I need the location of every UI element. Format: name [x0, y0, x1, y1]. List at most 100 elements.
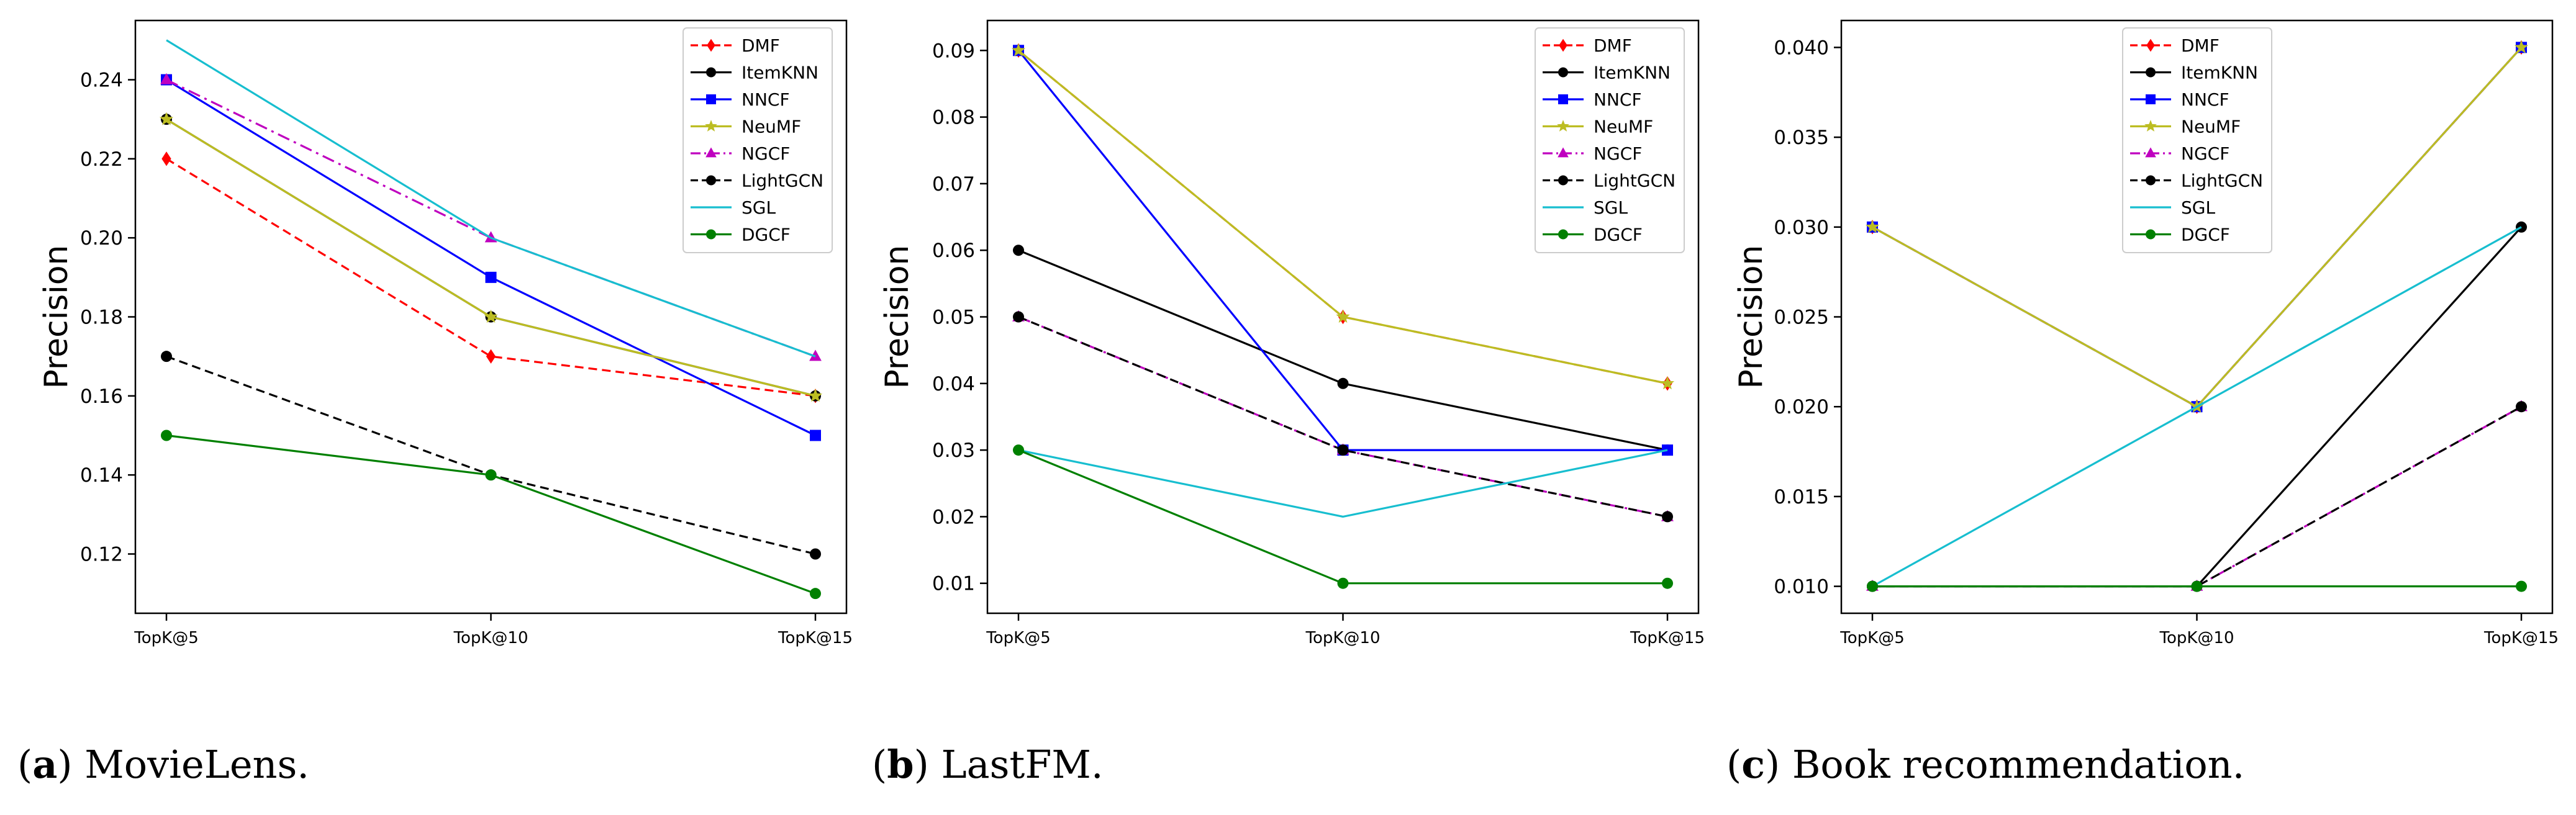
- y-tick-label: 0.035: [1774, 127, 1829, 149]
- legend-label: DMF: [1594, 35, 1632, 56]
- series-ngcf: [1012, 310, 1674, 521]
- data-point: [486, 349, 496, 364]
- caption-b-label: b: [887, 742, 914, 787]
- series-line: [1018, 316, 1668, 518]
- series-line: [166, 39, 816, 358]
- caption-a-label: a: [32, 742, 58, 787]
- y-axis-label: Precision: [38, 245, 75, 389]
- legend-label: NNCF: [2181, 89, 2229, 110]
- series-ngcf: [1866, 400, 2528, 591]
- series-lightgcn: [1867, 401, 2527, 592]
- legend-label: NGCF: [742, 143, 790, 164]
- legend-label: SGL: [2181, 197, 2215, 218]
- legend-marker: [2146, 175, 2156, 186]
- series-line: [166, 355, 816, 556]
- legend-marker: [2146, 94, 2156, 104]
- data-point: [810, 430, 821, 441]
- legend-label: DMF: [742, 35, 780, 56]
- legend-marker: [2145, 147, 2156, 158]
- legend-marker: [706, 229, 716, 240]
- data-point: [810, 548, 821, 560]
- x-tick-label: TopK@5: [134, 629, 198, 647]
- series-line: [166, 434, 816, 595]
- y-tick-label: 0.030: [1774, 217, 1829, 239]
- series-dgcf: [1867, 580, 2527, 592]
- y-axis-label: Precision: [1733, 245, 1770, 389]
- data-point: [160, 73, 173, 84]
- legend-marker: [1557, 120, 1569, 132]
- y-tick-label: 0.01: [932, 573, 975, 595]
- data-point: [809, 349, 822, 361]
- data-point: [2516, 401, 2527, 413]
- x-tick-label: TopK@15: [778, 629, 853, 647]
- data-point: [2191, 580, 2203, 592]
- y-tick-label: 0.20: [80, 227, 123, 250]
- caption-c: (c) Book recommendation.: [1726, 742, 2245, 787]
- x-tick-label: TopK@10: [2159, 629, 2234, 647]
- y-tick-label: 0.025: [1774, 307, 1829, 329]
- legend-marker: [705, 120, 717, 132]
- series-lightgcn: [1013, 311, 1673, 523]
- data-point: [1662, 511, 1673, 523]
- legend-label: DGCF: [2181, 225, 2230, 245]
- legend-label: NGCF: [1594, 143, 1642, 164]
- y-tick-label: 0.16: [80, 385, 123, 408]
- series-line: [1018, 316, 1668, 518]
- data-point: [810, 588, 821, 600]
- data-point: [161, 430, 172, 441]
- series-sgl: [1872, 226, 2522, 587]
- legend-label: ItemKNN: [2181, 63, 2258, 83]
- legend-marker: [705, 147, 717, 158]
- legend-label: NNCF: [1594, 89, 1642, 110]
- x-tick-label: TopK@10: [453, 629, 528, 647]
- chart-1: 0.12 0.14 0.16 0.18 0.20 0.22 0.24 TopK@5 TopK@1…: [38, 19, 853, 647]
- x-tick-label: TopK@10: [1305, 629, 1380, 647]
- legend-frame: [2122, 27, 2272, 253]
- chart-2: 0.01 0.02 0.03 0.04 0.05 0.06 0.07 0.08 0.09 TopK…: [879, 19, 1705, 647]
- legend-marker: [706, 94, 716, 104]
- data-point: [1336, 309, 1350, 323]
- series-line: [1018, 249, 1668, 451]
- legend-label: LightGCN: [2181, 171, 2263, 191]
- legend-frame: [683, 27, 833, 253]
- legend-marker: [2146, 229, 2156, 240]
- series-line: [1872, 405, 2522, 588]
- legend-marker: [1559, 38, 1567, 52]
- series-line: [1872, 405, 2522, 588]
- legend-label: ItemKNN: [1594, 63, 1671, 83]
- data-point: [485, 271, 497, 283]
- legend-marker: [2144, 120, 2157, 132]
- y-tick-label: 0.05: [932, 307, 975, 329]
- y-tick-label: 0.22: [80, 148, 123, 171]
- legend-marker: [2146, 38, 2155, 52]
- data-point: [1865, 220, 1880, 233]
- y-tick-label: 0.015: [1774, 486, 1829, 508]
- caption-b: (b) LastFM.: [872, 742, 1104, 787]
- y-tick-label: 0.04: [932, 373, 975, 395]
- data-point: [161, 151, 171, 166]
- data-point: [1337, 444, 1349, 456]
- y-tick-label: 0.14: [80, 464, 123, 487]
- legend: DMF ItemKNN NNCF NeuMF NGCF LightGCN SGL DGCF: [683, 27, 833, 253]
- series-sgl: [1018, 449, 1668, 518]
- x-tick-label: TopK@5: [1839, 629, 1904, 647]
- legend-label: NGCF: [2181, 143, 2229, 164]
- legend-label: NNCF: [742, 89, 790, 110]
- y-axis-label: Precision: [879, 245, 916, 389]
- data-point: [808, 389, 823, 402]
- y-tick-label: 0.24: [80, 70, 123, 92]
- caption-c-label: c: [1741, 742, 1765, 787]
- x-tick-label: TopK@15: [2483, 629, 2559, 647]
- y-tick-label: 0.09: [932, 40, 975, 62]
- y-tick-label: 0.18: [80, 307, 123, 329]
- data-point: [1013, 444, 1024, 456]
- caption-b-text: LastFM.: [941, 742, 1104, 787]
- y-tick-label: 0.12: [80, 544, 123, 566]
- legend-marker: [2146, 67, 2156, 78]
- legend-marker: [1558, 175, 1568, 186]
- series-line: [166, 158, 816, 397]
- data-point: [1013, 245, 1024, 256]
- legend-marker: [707, 38, 715, 52]
- data-point: [2516, 580, 2527, 592]
